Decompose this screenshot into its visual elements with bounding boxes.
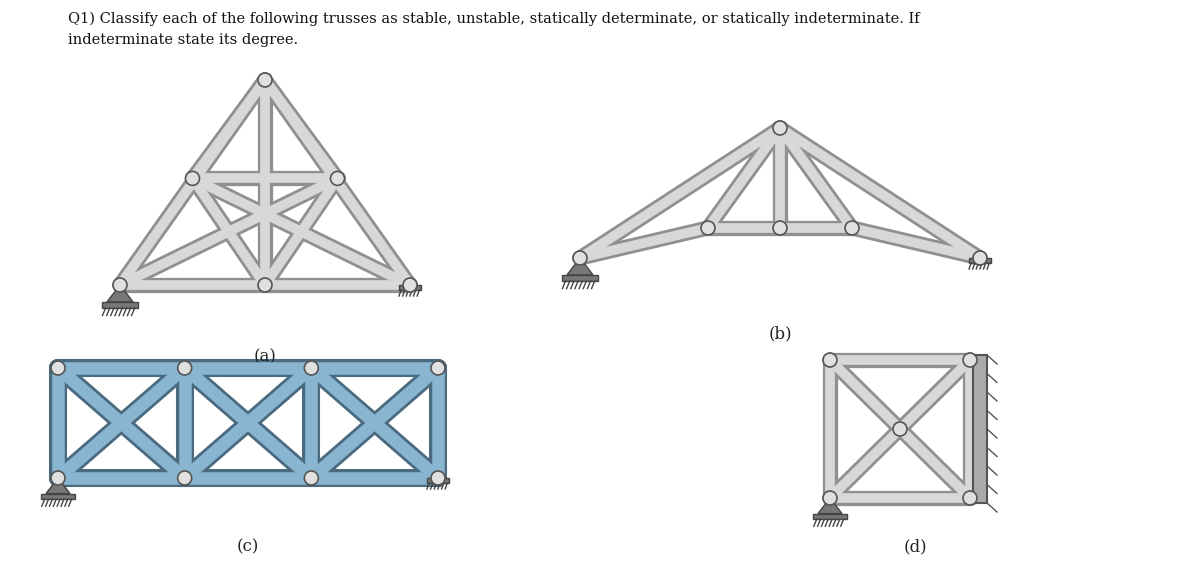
Circle shape xyxy=(823,353,838,367)
Bar xyxy=(562,275,598,281)
Circle shape xyxy=(893,422,907,436)
Circle shape xyxy=(574,251,587,265)
Bar xyxy=(41,494,74,499)
Circle shape xyxy=(186,172,199,185)
Circle shape xyxy=(964,353,977,367)
Circle shape xyxy=(964,491,977,505)
Bar xyxy=(102,302,138,308)
Circle shape xyxy=(258,73,272,87)
Circle shape xyxy=(845,221,859,235)
Text: (c): (c) xyxy=(236,538,259,555)
Circle shape xyxy=(773,221,787,235)
Text: (b): (b) xyxy=(768,325,792,342)
Circle shape xyxy=(701,221,715,235)
Circle shape xyxy=(773,121,787,135)
Circle shape xyxy=(50,471,65,485)
Polygon shape xyxy=(107,285,133,302)
Bar xyxy=(970,258,991,263)
Circle shape xyxy=(403,278,418,292)
Polygon shape xyxy=(46,478,70,494)
Circle shape xyxy=(305,471,318,485)
Bar xyxy=(814,514,847,519)
Bar xyxy=(398,285,421,290)
Circle shape xyxy=(258,278,272,292)
Circle shape xyxy=(823,491,838,505)
Bar xyxy=(427,478,449,483)
Text: (d): (d) xyxy=(904,538,926,555)
Circle shape xyxy=(330,172,344,185)
Circle shape xyxy=(113,278,127,292)
Polygon shape xyxy=(818,498,842,514)
Bar xyxy=(973,355,986,503)
Circle shape xyxy=(431,361,445,375)
Polygon shape xyxy=(568,258,593,275)
Circle shape xyxy=(431,471,445,485)
Circle shape xyxy=(50,361,65,375)
Text: Q1) Classify each of the following trusses as stable, unstable, statically deter: Q1) Classify each of the following truss… xyxy=(68,12,919,47)
Circle shape xyxy=(305,361,318,375)
Circle shape xyxy=(178,471,192,485)
Circle shape xyxy=(973,251,986,265)
Text: (a): (a) xyxy=(253,348,276,365)
Circle shape xyxy=(178,361,192,375)
